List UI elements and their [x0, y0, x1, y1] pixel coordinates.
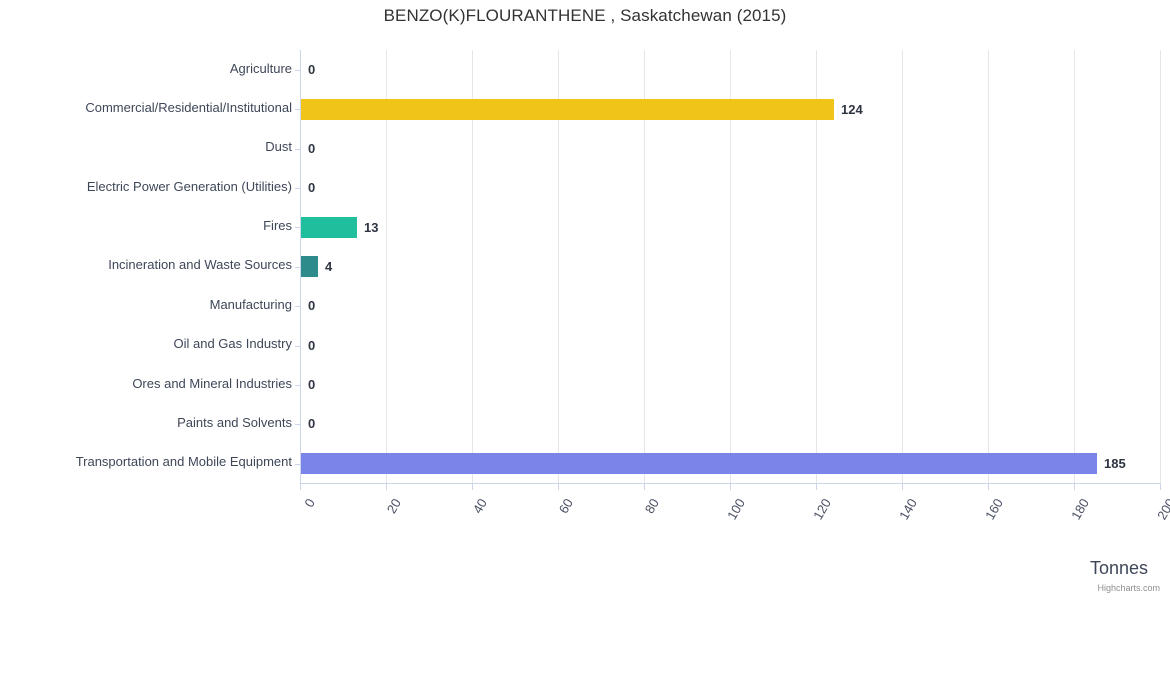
- chart-category-row: Transportation and Mobile Equipment 185: [76, 444, 1160, 483]
- y-axis-tick: [295, 266, 300, 268]
- y-axis-category-label: Agriculture: [229, 60, 292, 76]
- y-axis-tick: [295, 345, 300, 347]
- chart-bar[interactable]: [301, 98, 834, 120]
- gridline: [472, 50, 473, 483]
- gridline: [816, 50, 817, 483]
- chart-bar-value-label: 0: [308, 337, 316, 353]
- gridline: [1160, 50, 1161, 483]
- gridline: [730, 50, 731, 483]
- chart-category-row: Electric Power Generation (Utilities) 0: [87, 168, 1160, 207]
- y-axis-category-label: Incineration and Waste Sources: [108, 257, 292, 273]
- chart-bar-value-label: 13: [364, 219, 379, 235]
- chart-bar-value-label: 0: [308, 62, 316, 78]
- chart-category-row: Agriculture 0: [230, 50, 1160, 89]
- chart-category-row: Manufacturing 0: [210, 286, 1160, 325]
- y-axis-category-label: Manufacturing: [209, 296, 292, 312]
- chart-category-row: Dust 0: [265, 129, 1160, 168]
- x-axis-tick: [730, 484, 731, 490]
- gridline: [1074, 50, 1075, 483]
- gridline: [386, 50, 387, 483]
- chart-bar-value-label: 0: [308, 377, 316, 393]
- y-axis-category-label: Oil and Gas Industry: [173, 336, 293, 352]
- x-axis-tick: [644, 484, 645, 490]
- chart-bar-value-label: 124: [841, 101, 863, 117]
- chart-container: BENZO(K)FLOURANTHENE , Saskatchewan (201…: [75, 6, 1170, 593]
- x-axis-tick: [472, 484, 473, 490]
- y-axis-category-label: Transportation and Mobile Equipment: [75, 454, 292, 470]
- chart-bar-value-label: 0: [308, 140, 316, 156]
- x-axis-tick: [988, 484, 989, 490]
- x-axis-title: Tonnes: [1089, 558, 1148, 578]
- chart-category-row: Paints and Solvents 0: [177, 404, 1160, 443]
- gridline: [902, 50, 903, 483]
- y-axis-category-label: Fires: [263, 218, 292, 234]
- chart-bar-value-label: 0: [308, 416, 316, 432]
- chart-category-row: Commercial/Residential/Institutional 124: [85, 89, 1160, 128]
- chart-bar[interactable]: [301, 216, 357, 238]
- gridline: [644, 50, 645, 483]
- y-axis-tick: [295, 384, 300, 386]
- highcharts-credits[interactable]: Highcharts.com: [1097, 583, 1160, 593]
- y-axis-category-label: Ores and Mineral Industries: [132, 375, 292, 391]
- y-axis-category-label: Dust: [265, 139, 292, 155]
- y-axis-tick: [295, 109, 300, 111]
- x-axis-tick: [1074, 484, 1075, 490]
- x-axis-tick: [902, 484, 903, 490]
- gridline: [300, 50, 301, 483]
- y-axis-category-label: Paints and Solvents: [177, 414, 292, 430]
- chart-category-row: Fires 13: [263, 207, 1160, 246]
- y-axis-tick: [295, 424, 300, 426]
- y-axis-category-label: Electric Power Generation (Utilities): [86, 178, 292, 194]
- chart-bar-value-label: 185: [1104, 455, 1126, 471]
- chart-bar[interactable]: [301, 452, 1097, 474]
- chart-bar-value-label: 0: [308, 298, 316, 314]
- y-axis-tick: [295, 227, 300, 229]
- y-axis-tick: [295, 188, 300, 190]
- x-axis-tick: [300, 484, 301, 490]
- gridline: [558, 50, 559, 483]
- chart-category-row: Oil and Gas Industry 0: [174, 326, 1160, 365]
- chart-bar-value-label: 4: [325, 258, 333, 274]
- x-axis-tick: [558, 484, 559, 490]
- chart-title: BENZO(K)FLOURANTHENE , Saskatchewan (201…: [383, 6, 787, 25]
- chart-category-row: Incineration and Waste Sources 4: [108, 247, 1160, 286]
- x-axis-tick: [386, 484, 387, 490]
- chart-bar[interactable]: [301, 255, 318, 277]
- x-axis-line: [300, 483, 1161, 484]
- x-axis-tick: [1160, 484, 1161, 490]
- chart-bar-value-label: 0: [308, 180, 316, 196]
- y-axis-tick: [295, 306, 300, 308]
- plot-area: Agriculture 0 Commercial/Residential/Insti…: [76, 50, 1161, 483]
- y-axis-tick: [295, 463, 300, 465]
- y-axis-category-label: Commercial/Residential/Institutional: [85, 100, 292, 116]
- chart-category-row: Ores and Mineral Industries 0: [132, 365, 1160, 404]
- gridline: [988, 50, 989, 483]
- y-axis-tick: [295, 148, 300, 150]
- y-axis-tick: [295, 70, 300, 71]
- x-axis-tick: [816, 484, 817, 490]
